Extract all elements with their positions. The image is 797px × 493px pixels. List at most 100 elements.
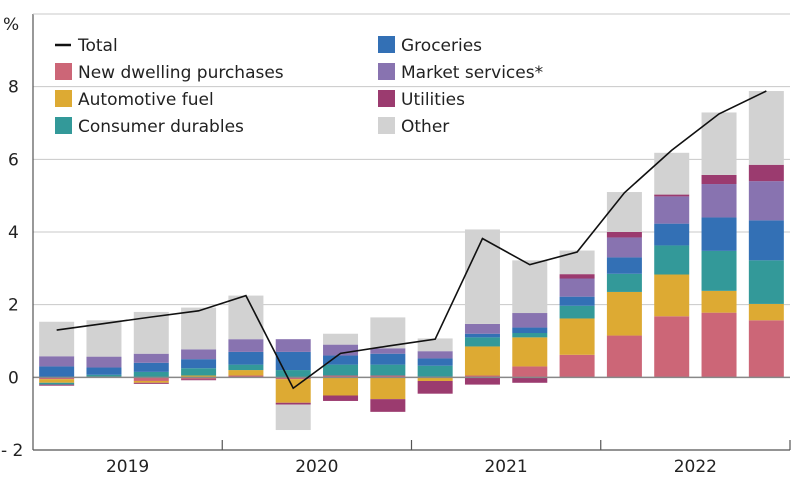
legend-swatch [378, 63, 395, 80]
bar-segment-consumer-durables-2019q4 [181, 368, 217, 376]
bar-segment-groceries-2020q3 [323, 355, 359, 365]
bar-segment-consumer-durables-2022q3 [701, 250, 737, 291]
bar-segment-other-2019q1 [39, 321, 75, 357]
bar-segment-automotive-fuel-2019q4 [181, 375, 217, 378]
bar-segment-new-dwelling-purchases-2020q3 [323, 375, 359, 378]
bar-segment-consumer-durables-2019q2 [86, 374, 122, 377]
bar-segment-other-2019q4 [181, 307, 217, 350]
bar-segment-market-services-2019q2 [86, 356, 122, 368]
bar-segment-utilities-2021q2 [464, 377, 500, 385]
legend-label: Consumer durables [78, 117, 244, 137]
legend-item: Total [55, 36, 118, 56]
bar-segment-utilities-2021q4 [559, 274, 595, 279]
legend-label: Utilities [401, 90, 465, 110]
bar-segment-consumer-durables-2022q2 [654, 245, 690, 275]
bar-segment-new-dwelling-purchases-2020q4 [370, 375, 406, 378]
bar-segment-automotive-fuel-2020q1 [228, 370, 264, 376]
y-tick-label: - 2 [1, 441, 23, 461]
bar-segment-new-dwelling-purchases-2022q4 [748, 320, 784, 378]
legend-label: Groceries [401, 36, 482, 56]
bar-segment-market-services-2021q1 [417, 351, 453, 359]
y-tick-label: 6 [8, 150, 19, 170]
bar-segment-new-dwelling-purchases-2022q2 [654, 316, 690, 378]
bar-segment-consumer-durables-2021q3 [512, 333, 548, 338]
y-axis-label: % [3, 15, 19, 35]
bar-segment-automotive-fuel-2021q3 [512, 337, 548, 367]
bar-segment-market-services-2021q4 [559, 278, 595, 297]
legend-item: Consumer durables [55, 117, 244, 137]
bar-segment-new-dwelling-purchases-2019q4 [181, 377, 217, 380]
bar-segment-utilities-2019q4 [181, 379, 217, 381]
bar-segment-new-dwelling-purchases-2019q1 [39, 377, 75, 380]
bar-segment-utilities-2021q1 [417, 380, 453, 394]
bar-segment-consumer-durables-2022q1 [606, 273, 642, 292]
bar-segment-utilities-2022q4 [748, 164, 784, 182]
bar-segment-groceries-2019q1 [39, 366, 75, 378]
bar-segment-utilities-2019q1 [39, 384, 75, 386]
x-group-label: 2022 [674, 457, 717, 477]
legend-item: Groceries [378, 36, 482, 56]
legend-swatch [55, 63, 72, 80]
bar-segment-groceries-2019q4 [181, 359, 217, 369]
total-line [56, 90, 767, 390]
bar-segment-other-2022q1 [606, 192, 642, 232]
y-tick-label: 8 [8, 78, 19, 98]
bar-segment-consumer-durables-2020q2 [275, 370, 311, 378]
bar-segment-consumer-durables-2020q3 [323, 364, 359, 376]
bar-segment-consumer-durables-2021q2 [464, 337, 500, 347]
bar-segment-groceries-2020q4 [370, 353, 406, 365]
bar-segment-other-2020q3 [323, 333, 359, 345]
bar-segment-automotive-fuel-2022q2 [654, 274, 690, 317]
bar-segment-market-services-2020q1 [228, 339, 264, 352]
total-line-series [56, 90, 767, 390]
y-tick-label: 2 [8, 296, 19, 316]
legend-label: Other [401, 117, 449, 137]
bar-segment-new-dwelling-purchases-2021q3 [512, 366, 548, 378]
bar-segment-automotive-fuel-2022q4 [748, 303, 784, 321]
y-tick-label: 4 [8, 223, 19, 243]
bar-segment-market-services-2022q3 [701, 184, 737, 218]
legend-item: Market services* [378, 63, 543, 83]
axes [32, 13, 791, 451]
bar-segment-new-dwelling-purchases-2020q1 [228, 375, 264, 378]
bar-segment-market-services-2020q4 [370, 348, 406, 354]
bar-segment-consumer-durables-2019q3 [133, 371, 169, 378]
bar-segment-groceries-2022q3 [701, 217, 737, 251]
bar-segment-new-dwelling-purchases-2020q2 [275, 377, 311, 380]
bar-segment-automotive-fuel-2021q4 [559, 318, 595, 355]
bar-segment-automotive-fuel-2022q1 [606, 291, 642, 336]
bar-segment-market-services-2022q1 [606, 237, 642, 258]
legend: Total New dwelling purchases Automotive fu… [55, 36, 543, 137]
x-group-label: 2021 [484, 457, 527, 477]
x-group-label: 2020 [295, 457, 338, 477]
bar-segment-new-dwelling-purchases-2022q3 [701, 312, 737, 378]
bar-segment-automotive-fuel-2022q3 [701, 290, 737, 313]
bar-segment-automotive-fuel-2019q3 [133, 380, 169, 383]
bar-segment-market-services-2019q1 [39, 356, 75, 367]
bar-segment-automotive-fuel-2020q3 [323, 377, 359, 396]
legend-item: Other [378, 117, 449, 137]
x-group-labels: 2019 2020 2021 2022 [106, 457, 717, 477]
bars [39, 91, 784, 431]
bar-segment-market-services-2020q3 [323, 344, 359, 356]
legend-item: Automotive fuel [55, 90, 214, 110]
bar-segment-other-2022q3 [701, 112, 737, 175]
bar-segment-market-services-2022q2 [654, 196, 690, 224]
bar-segment-groceries-2020q1 [228, 351, 264, 365]
bar-segment-automotive-fuel-2020q4 [370, 377, 406, 400]
x-group-label: 2019 [106, 457, 149, 477]
bar-segment-utilities-2022q1 [606, 232, 642, 238]
bar-segment-market-services-2021q3 [512, 313, 548, 328]
bar-segment-new-dwelling-purchases-2021q4 [559, 354, 595, 378]
legend-label: Market services* [401, 63, 543, 83]
bar-segment-market-services-2020q2 [275, 339, 311, 352]
legend-label: Automotive fuel [78, 90, 214, 110]
bar-segment-groceries-2022q4 [748, 220, 784, 261]
legend-item: Utilities [378, 90, 465, 110]
bar-segment-automotive-fuel-2021q1 [417, 377, 453, 381]
legend-label: Total [77, 36, 118, 56]
bar-segment-new-dwelling-purchases-2021q2 [464, 375, 500, 378]
bar-segment-groceries-2019q3 [133, 362, 169, 372]
y-tick-labels: - 2 0 2 4 6 8 [1, 78, 23, 461]
